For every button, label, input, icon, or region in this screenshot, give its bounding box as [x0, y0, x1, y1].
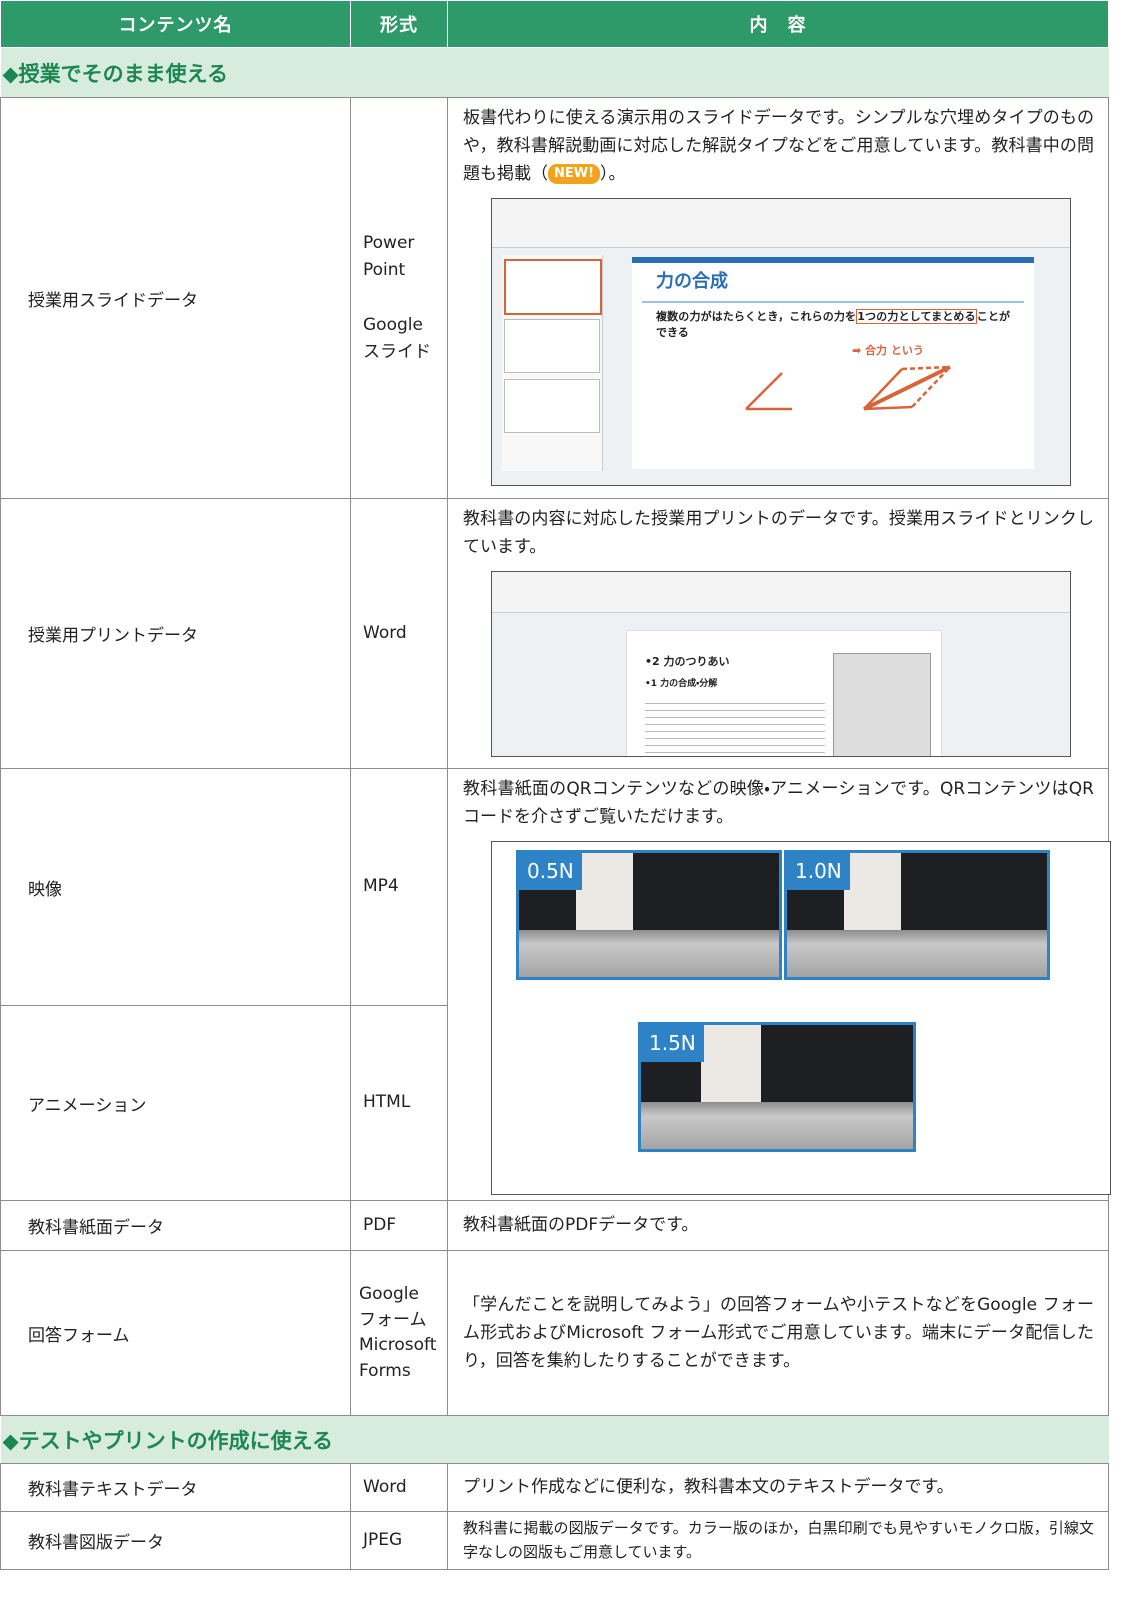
format: PDF: [350, 1200, 448, 1251]
text: ）。: [600, 164, 626, 185]
format: HTML: [350, 1005, 448, 1201]
line: [863, 368, 903, 411]
line: [863, 405, 913, 411]
text: •1 力の合成・分解: [645, 679, 718, 690]
vector-figure: [745, 365, 951, 411]
sld: [504, 319, 600, 374]
line: [745, 372, 783, 411]
description: 教科書の内容に対応した授業用プリントのデータです。授業用スライドとリンクしていま…: [447, 498, 1109, 769]
video-screenshot: 0.5N 1.0N 1.5N: [491, 841, 1111, 1196]
content-name: 授業用スライドデータ: [0, 97, 351, 499]
tr: 回答フォーム Google フォーム Microsoft Forms 「学んだことを説…: [0, 1250, 1109, 1416]
text: Microsoft: [359, 1335, 437, 1355]
content-name: 映像: [0, 768, 351, 1006]
div: [645, 697, 825, 757]
text: NEW!: [548, 164, 601, 185]
text: Power: [363, 233, 415, 254]
g: [745, 365, 951, 411]
content-name: 教科書紙面データ: [0, 1200, 351, 1251]
section-title: ◆テストやプリントの作成に使える: [0, 1415, 1109, 1464]
content-name: 授業用プリントデータ: [0, 498, 351, 769]
text: 複数の力がはたらくとき，これらの力を: [656, 309, 857, 323]
text: フォーム: [359, 1309, 427, 1330]
coat: [700, 1025, 761, 1112]
text: 教科書の内容に対応した授業用プリントのデータです。授業用スライドとリンクしていま…: [463, 509, 1094, 558]
tr: 映像 MP4 教科書紙面のQRコンテンツなどの映像・アニメーションです。QRコン…: [0, 768, 1111, 1201]
sld: 力の合成 複数の力がはたらくとき，これらの力を1つの力としてまとめることができる…: [632, 257, 1034, 470]
coat: [844, 853, 902, 940]
tr: 教科書テキストデータ Word プリント作成などに便利な，教科書本文のテキストデ…: [0, 1463, 1109, 1512]
tr: 教科書図版データ JPEG 教科書に掲載の図版データです。カラー版のほか，白黒印…: [0, 1511, 1109, 1570]
text: 1つの力としてまとめる: [856, 308, 977, 324]
text: •2 力のつりあい: [645, 655, 730, 669]
text: Forms: [359, 1360, 411, 1381]
text: 教科書紙面のQRコンテンツなどの映像・アニメーションです。QRコンテンツはQRコ…: [463, 779, 1094, 828]
slide-screenshot: 力の合成 複数の力がはたらくとき，これらの力を1つの力としてまとめることができる…: [491, 198, 1071, 487]
text: ➡ 合力 という: [852, 343, 924, 357]
ribbon: [492, 199, 1070, 249]
text: ことができる: [656, 309, 1010, 340]
text: 1.0N: [787, 853, 850, 891]
sec: ◆授業でそのまま使える: [0, 47, 1109, 98]
sld: [504, 379, 600, 434]
text: スライド: [363, 341, 431, 362]
div: [833, 653, 931, 757]
content-name: 教科書図版データ: [0, 1511, 351, 1570]
line: [863, 365, 951, 411]
header-cell: 形式: [350, 0, 448, 48]
description: 教科書紙面のQRコンテンツなどの映像・アニメーションです。QRコンテンツはQRコ…: [447, 768, 1111, 1201]
content-name: アニメーション: [0, 1005, 351, 1201]
tr: 教科書紙面データ PDF 教科書紙面のPDFデータです。: [0, 1200, 1109, 1251]
description: 「学んだことを説明してみよう」の回答フォームや小テストなどをGoogle フォー…: [447, 1250, 1109, 1416]
text: Google: [359, 1284, 419, 1304]
content-table: コンテンツ名 形式 内 容 ◆授業でそのまま使える 授業用スライドデータ Pow…: [0, 0, 1111, 1570]
description: 教科書に掲載の図版データです。カラー版のほか，白黒印刷でも見やすいモノクロ版，引…: [447, 1511, 1109, 1570]
tbody: コンテンツ名 形式 内 容 ◆授業でそのまま使える 授業用スライドデータ Pow…: [0, 0, 1111, 1570]
coat: [576, 853, 634, 940]
section-title: ◆授業でそのまま使える: [0, 47, 1109, 98]
vf: 0.5N: [516, 850, 782, 981]
text: 板書代わりに使える演示用のスライドデータです。シンプルな穴埋めタイプのものや，教…: [463, 108, 1094, 185]
floor: [787, 929, 1047, 978]
line: [911, 366, 951, 409]
vf: 1.0N: [784, 850, 1050, 981]
format: Word: [350, 1463, 448, 1512]
floor: [519, 929, 779, 978]
ribbon: [492, 572, 1070, 614]
line: [901, 365, 951, 371]
header-cell: コンテンツ名: [0, 0, 351, 48]
description: 教科書紙面のPDFデータです。: [447, 1200, 1109, 1251]
floor: [641, 1101, 913, 1150]
text: 0.5N: [519, 853, 582, 891]
sld: [504, 259, 602, 316]
format: MP4: [350, 768, 448, 1006]
text: 1.5N: [641, 1025, 704, 1063]
text: Google: [363, 314, 423, 335]
sec: ◆テストやプリントの作成に使える: [0, 1415, 1109, 1464]
content-name: 教科書テキストデータ: [0, 1463, 351, 1512]
vf: 1.5N: [638, 1022, 916, 1153]
div: [632, 257, 1034, 264]
format: JPEG: [350, 1511, 448, 1570]
tr: 授業用プリントデータ Word 教科書の内容に対応した授業用プリントのデータです…: [0, 498, 1109, 769]
tr: 授業用スライドデータ Power Point Google スライド 板書代わりに使え…: [0, 97, 1109, 499]
tr: アニメーション HTML: [0, 1005, 1109, 1201]
sld: •2 力のつりあい •1 力の合成・分解: [626, 630, 942, 757]
text: Point: [363, 260, 406, 281]
description: プリント作成などに便利な，教科書本文のテキストデータです。: [447, 1463, 1109, 1512]
format: Power Point Google スライド: [350, 97, 448, 499]
format: Word: [350, 498, 448, 769]
header-row: コンテンツ名 形式 内 容: [0, 0, 1109, 48]
format: Google フォーム Microsoft Forms: [350, 1250, 448, 1416]
div: 複数の力がはたらくとき，これらの力を1つの力としてまとめることができる: [632, 303, 1034, 342]
print-screenshot: •2 力のつりあい •1 力の合成・分解: [491, 571, 1071, 758]
description: 板書代わりに使える演示用のスライドデータです。シンプルな穴埋めタイプのものや，教…: [447, 97, 1109, 499]
div: [642, 300, 1024, 303]
content-name: 回答フォーム: [0, 1250, 351, 1416]
header-cell: 内 容: [447, 0, 1109, 48]
text: 力の合成: [656, 271, 728, 293]
